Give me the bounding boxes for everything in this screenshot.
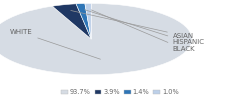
Text: ASIAN: ASIAN (71, 10, 194, 39)
Wedge shape (76, 4, 91, 39)
Text: BLACK: BLACK (91, 10, 195, 52)
Legend: 93.7%, 3.9%, 1.4%, 1.0%: 93.7%, 3.9%, 1.4%, 1.0% (60, 88, 180, 97)
Text: HISPANIC: HISPANIC (85, 10, 205, 46)
Text: WHITE: WHITE (10, 29, 101, 59)
Wedge shape (52, 4, 91, 39)
Wedge shape (0, 3, 192, 75)
Wedge shape (85, 3, 91, 39)
